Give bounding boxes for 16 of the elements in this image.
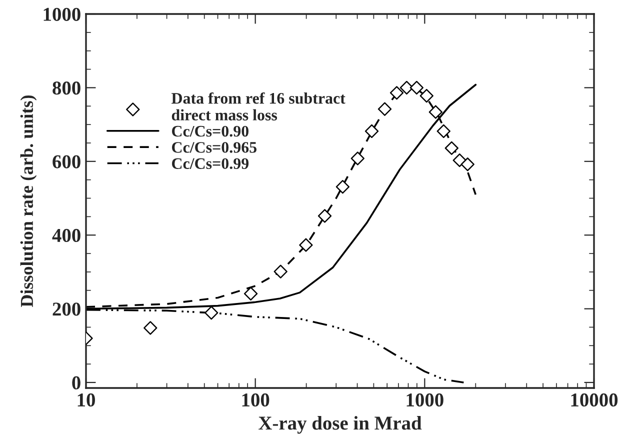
x-tick-label: 1000 — [406, 393, 444, 407]
x-tick-label: 10 — [78, 393, 95, 407]
legend-label: Cc/Cs=0.90 — [172, 126, 248, 137]
y-tick-label: 0 — [72, 376, 80, 390]
x-tick-label: 100 — [242, 393, 270, 407]
x-axis-title: X-ray dose in Mrad — [258, 416, 422, 434]
y-axis-title: Dissolution rate (arb. units) — [20, 95, 37, 308]
legend-label: Data from ref 16 subtract direct mass loss — [172, 92, 346, 120]
y-tick-label: 400 — [52, 228, 80, 242]
y-tick-label: 200 — [52, 302, 80, 316]
y-tick-label: 600 — [52, 155, 80, 168]
y-tick-label: 800 — [52, 82, 80, 95]
y-tick-label: 1000 — [44, 8, 80, 21]
x-tick-label: 10000 — [571, 393, 618, 407]
legend-label: Cc/Cs=0.99 — [172, 158, 249, 170]
legend-label: Cc/Cs=0.965 — [172, 142, 256, 153]
